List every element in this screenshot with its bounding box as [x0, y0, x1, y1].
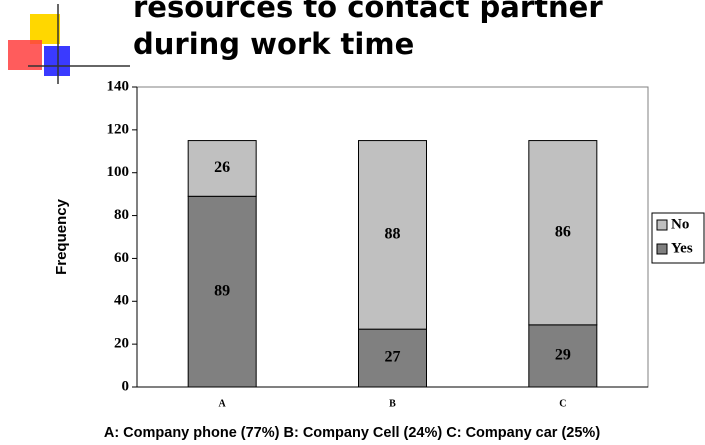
y-tick-label: 120: [107, 121, 130, 137]
bar-segment: [528, 140, 598, 326]
data-label: 29: [555, 347, 571, 364]
bar-segment: [187, 195, 257, 388]
x-tick-label: B: [389, 398, 396, 409]
legend-label: Yes: [671, 240, 693, 256]
y-tick-label: 40: [114, 293, 129, 309]
data-label: 27: [385, 349, 401, 366]
data-label: 88: [385, 226, 401, 243]
y-tick-label: 140: [107, 78, 130, 94]
data-label: 89: [214, 282, 230, 299]
y-tick-label: 0: [122, 378, 130, 394]
y-tick-label: 100: [107, 164, 130, 180]
data-label: 26: [214, 159, 230, 176]
title-line: resources to contact partner: [133, 0, 603, 24]
title-line: during work time: [133, 27, 414, 61]
y-tick-label: 60: [114, 250, 129, 266]
legend-swatch: [656, 219, 668, 231]
y-tick-label: 20: [114, 336, 129, 352]
decoration: [8, 4, 130, 84]
bar-segment: [528, 324, 598, 388]
legend-label: No: [671, 216, 689, 232]
data-label: 86: [555, 223, 571, 240]
x-tick-label: A: [219, 398, 227, 409]
caption: A: Company phone (77%) B: Company Cell (…: [104, 425, 600, 441]
bar-segment: [358, 140, 427, 330]
y-tick-label: 80: [114, 207, 129, 223]
legend-swatch: [656, 243, 668, 255]
x-tick-label: C: [559, 398, 566, 409]
bar-segment: [358, 328, 427, 388]
bar-segment: [187, 140, 257, 197]
y-axis-label: Frequency: [53, 198, 70, 275]
